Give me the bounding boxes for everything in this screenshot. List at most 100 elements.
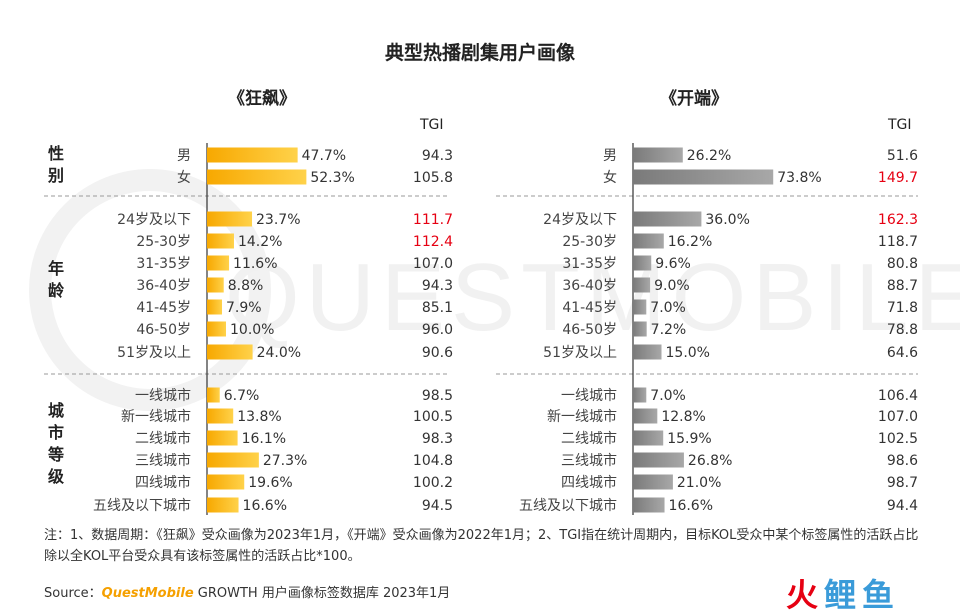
- right-tgi-value: 98.7: [887, 475, 918, 491]
- left-value-label: 16.6%: [243, 498, 287, 514]
- right-category-label: 36-40岁: [562, 278, 617, 294]
- group-label-char: 性: [47, 144, 64, 163]
- right-tgi-value: 78.8: [887, 322, 918, 338]
- left-chart: 男 47.7% 94.3 女 52.3% 105.8 24岁及以下 23.7% 111.7 25-…: [93, 143, 453, 515]
- left-bar: [207, 233, 234, 249]
- left-category-label: 36-40岁: [136, 278, 191, 294]
- footnote: 注：1、数据周期：《狂飙》受众画像为2023年1月，《开端》受众画像为2022年…: [44, 528, 919, 564]
- right-bar: [633, 452, 684, 468]
- right-tgi-value: 106.4: [878, 388, 918, 404]
- right-tgi-value: 107.0: [878, 409, 918, 425]
- left-tgi-value: 104.8: [413, 453, 453, 469]
- left-tgi-value: 90.6: [422, 345, 453, 361]
- right-tgi-value: 51.6: [887, 148, 918, 164]
- left-category-label: 四线城市: [135, 474, 191, 491]
- left-bar: [207, 255, 230, 271]
- right-category-label: 女: [603, 169, 617, 186]
- left-category-label: 新一线城市: [121, 408, 191, 425]
- group-label-age: 年 龄: [46, 258, 66, 302]
- left-category-label: 51岁及以上: [117, 345, 191, 361]
- right-category-label: 男: [603, 148, 617, 164]
- right-bar: [633, 430, 664, 446]
- left-tgi-value: 94.5: [422, 498, 453, 514]
- source-line: Source：QuestMobile GROWTH 用户画像标签数据库 2023…: [44, 582, 450, 601]
- right-value-label: 36.0%: [705, 212, 749, 228]
- left-bar: [207, 452, 259, 468]
- group-label-char: 级: [47, 467, 64, 486]
- watermark-text: QUESTMOBILE: [225, 244, 960, 351]
- left-value-label: 10.0%: [230, 322, 274, 338]
- group-label-char: 城: [47, 401, 64, 420]
- left-category-label: 一线城市: [135, 387, 191, 404]
- left-tgi-value: 107.0: [413, 256, 453, 272]
- right-chart-title: 《开端》: [660, 89, 728, 109]
- logo: 火鲤鱼: [786, 570, 956, 614]
- left-category-label: 三线城市: [135, 452, 191, 469]
- left-tgi-value: 100.2: [413, 475, 453, 491]
- left-bar: [207, 408, 234, 424]
- right-value-label: 73.8%: [777, 170, 821, 186]
- right-value-label: 12.8%: [661, 409, 705, 425]
- left-bar: [207, 344, 253, 360]
- right-value-label: 15.0%: [666, 345, 710, 361]
- right-category-label: 五线及以下城市: [519, 497, 617, 514]
- left-value-label: 7.9%: [226, 300, 262, 316]
- left-tgi-value: 100.5: [413, 409, 453, 425]
- left-value-label: 24.0%: [257, 345, 301, 361]
- left-category-label: 31-35岁: [136, 256, 191, 272]
- right-tgi-value: 149.7: [878, 170, 918, 186]
- group-label-char: 年: [47, 259, 64, 278]
- left-bar: [207, 277, 224, 293]
- logo-char: 鲤: [824, 576, 863, 614]
- right-chart: 男 26.2% 51.6 女 73.8% 149.7 24岁及以下 36.0% 162.3 25-…: [519, 143, 918, 515]
- right-tgi-header: TGI: [888, 117, 912, 133]
- left-value-label: 14.2%: [238, 234, 282, 250]
- left-tgi-value: 98.5: [422, 388, 453, 404]
- right-tgi-value: 80.8: [887, 256, 918, 272]
- right-category-label: 新一线城市: [547, 408, 617, 425]
- right-tgi-value: 64.6: [887, 345, 918, 361]
- source-brand: QuestMobile: [101, 586, 194, 601]
- left-tgi-value: 112.4: [413, 234, 453, 250]
- left-value-label: 13.8%: [237, 409, 281, 425]
- logo-char: 鱼: [862, 576, 901, 614]
- left-bar: [207, 299, 223, 315]
- left-value-label: 27.3%: [263, 453, 307, 469]
- right-bar: [633, 147, 683, 163]
- left-category-label: 25-30岁: [136, 234, 191, 250]
- right-value-label: 26.8%: [688, 453, 732, 469]
- page-title: 典型热播剧集用户画像: [384, 42, 575, 64]
- logo-text: 火鲤鱼: [786, 576, 900, 614]
- source-prefix: Source：: [44, 586, 102, 601]
- right-tgi-value: 94.4: [887, 498, 918, 514]
- right-bar: [633, 299, 647, 315]
- right-bar: [633, 169, 774, 185]
- left-tgi-header: TGI: [420, 117, 444, 133]
- right-category-label: 一线城市: [561, 387, 617, 404]
- left-tgi-value: 98.3: [422, 431, 453, 447]
- right-category-label: 三线城市: [561, 452, 617, 469]
- left-value-label: 16.1%: [242, 431, 286, 447]
- right-category-label: 51岁及以上: [543, 345, 617, 361]
- left-tgi-value: 94.3: [422, 148, 453, 164]
- left-bar: [207, 474, 245, 490]
- left-category-label: 41-45岁: [136, 300, 191, 316]
- group-label-city: 城 市 等 级: [46, 400, 66, 488]
- left-category-label: 五线及以下城市: [93, 497, 191, 514]
- right-category-label: 31-35岁: [562, 256, 617, 272]
- group-label-char: 等: [47, 445, 64, 464]
- group-label-char: 别: [47, 166, 64, 185]
- right-bar: [633, 211, 702, 227]
- right-bar: [633, 344, 662, 360]
- left-bar: [207, 147, 298, 163]
- left-value-label: 23.7%: [256, 212, 300, 228]
- separators: [44, 195, 918, 375]
- right-tgi-value: 118.7: [878, 234, 918, 250]
- right-tgi-value: 88.7: [887, 278, 918, 294]
- right-value-label: 7.0%: [650, 388, 686, 404]
- right-tgi-value: 98.6: [887, 453, 918, 469]
- right-category-label: 24岁及以下: [543, 212, 617, 228]
- right-bar: [633, 321, 647, 337]
- left-bar: [207, 169, 307, 185]
